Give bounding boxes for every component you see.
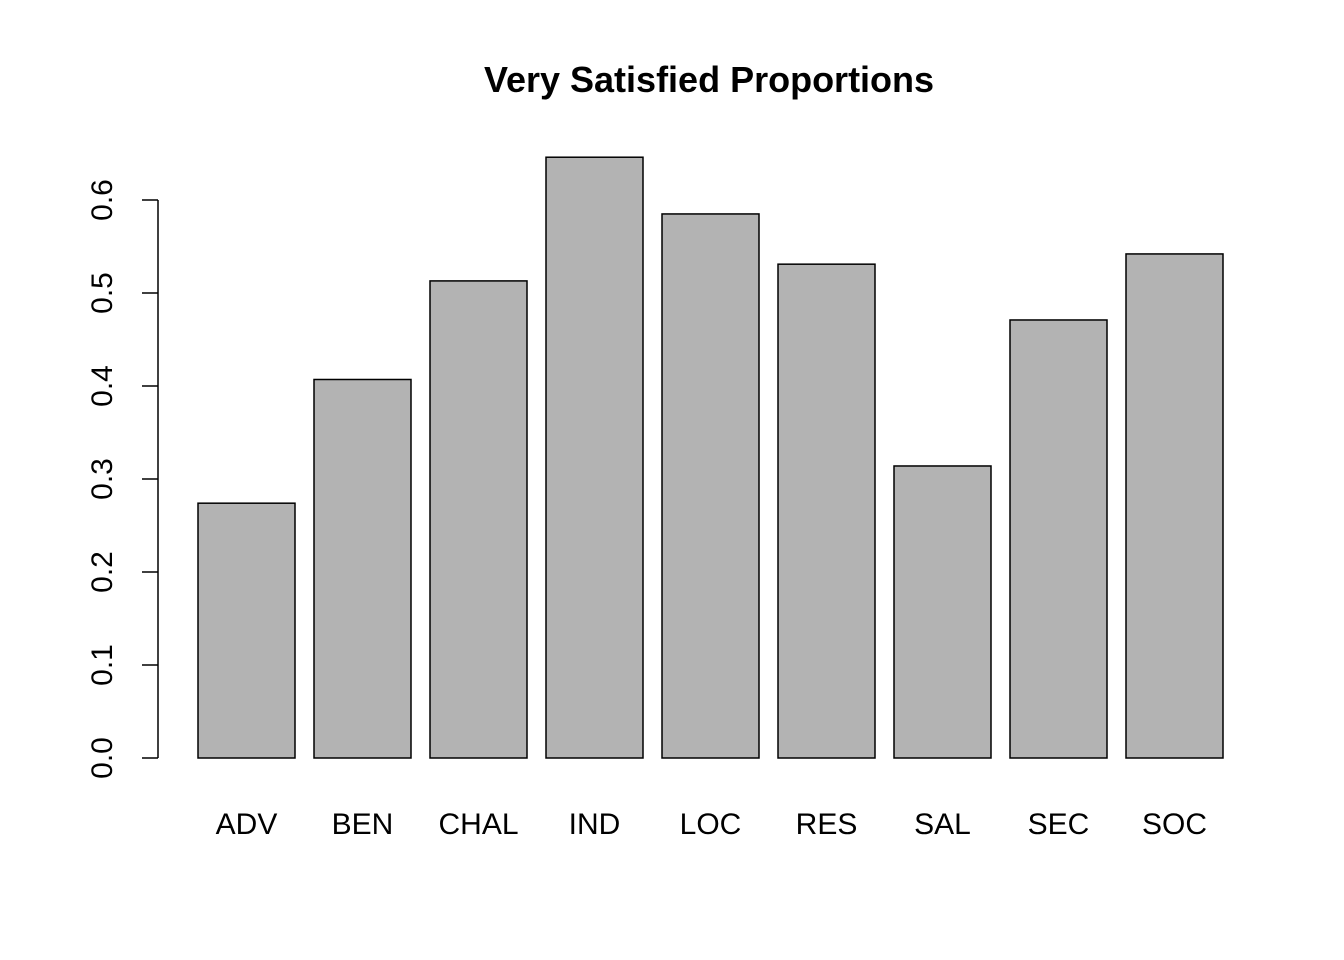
bar-sal <box>893 465 992 759</box>
y-tick-label: 0.2 <box>86 551 119 593</box>
x-tick-label: BEN <box>332 808 394 841</box>
bar-series <box>197 156 1224 759</box>
x-tick-label: SEC <box>1028 808 1090 841</box>
x-tick-label: CHAL <box>438 808 518 841</box>
bar-loc <box>661 213 760 759</box>
y-tick-label: 0.4 <box>86 365 119 407</box>
x-tick-label: RES <box>796 808 858 841</box>
bar-ind <box>545 156 644 759</box>
bar-ben <box>313 378 412 759</box>
y-tick-label: 0.1 <box>86 644 119 686</box>
y-tick-label: 0.6 <box>86 179 119 221</box>
bar-adv <box>197 502 296 759</box>
bar-sec <box>1009 319 1108 759</box>
y-tick-label: 0.0 <box>86 737 119 779</box>
x-tick-label: LOC <box>680 808 742 841</box>
x-tick-label: ADV <box>216 808 278 841</box>
x-axis-labels: ADV BEN CHAL IND LOC RES SAL SEC SOC <box>216 808 1207 841</box>
bar-res <box>777 263 876 759</box>
bar-chal <box>429 280 528 759</box>
chart-title: Very Satisfied Proportions <box>484 59 934 100</box>
x-tick-label: SOC <box>1142 808 1207 841</box>
bar-soc <box>1125 253 1224 759</box>
x-tick-label: SAL <box>914 808 971 841</box>
y-tick-label: 0.3 <box>86 458 119 500</box>
x-tick-label: IND <box>569 808 621 841</box>
y-axis: 0.0 0.1 0.2 0.3 0.4 0.5 0.6 <box>86 179 159 779</box>
y-tick-label: 0.5 <box>86 272 119 314</box>
